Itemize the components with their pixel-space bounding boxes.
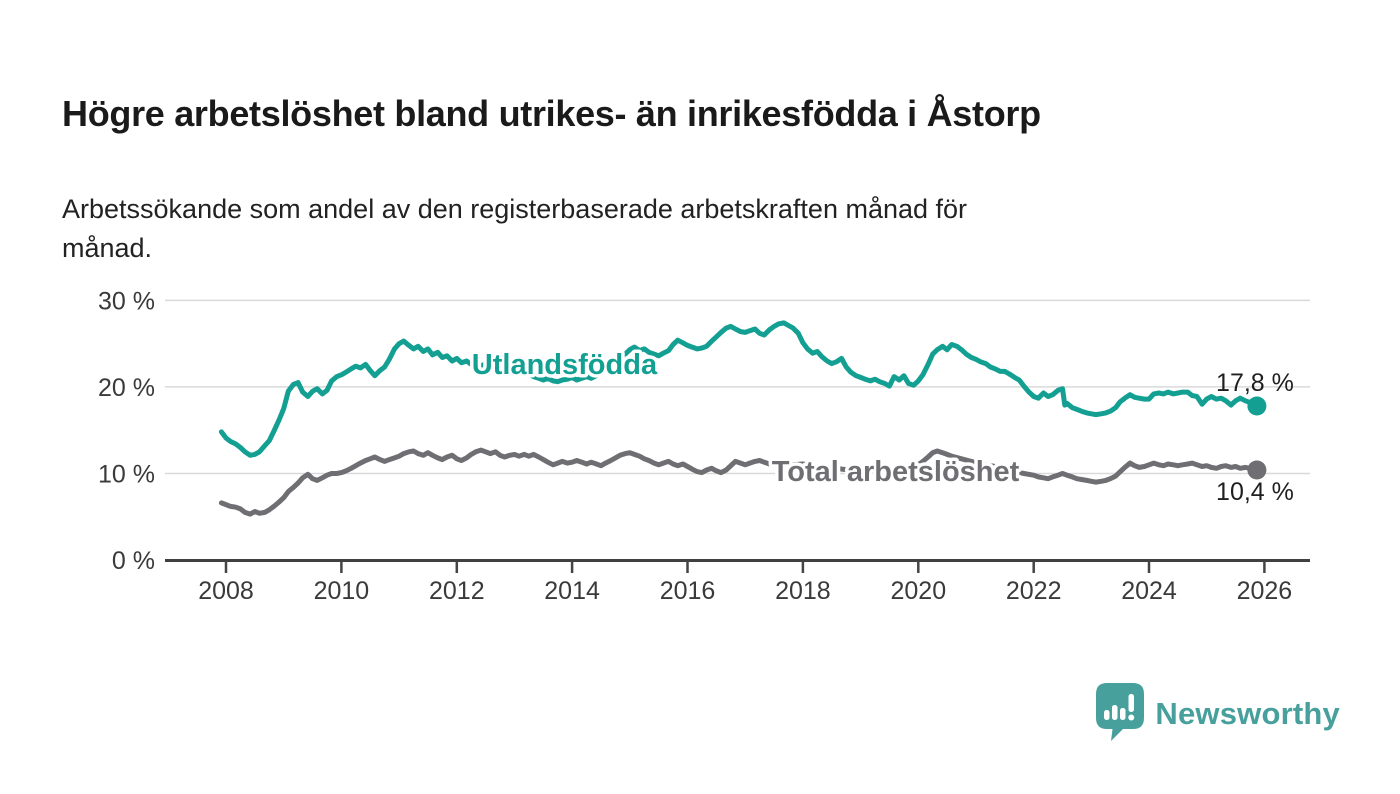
x-axis-label-2012: 2012 — [429, 577, 485, 605]
newsworthy-speech-bubble-bar-chart-icon — [1096, 682, 1145, 746]
y-axis-label-30: 30 % — [98, 287, 155, 315]
x-axis-label-2008: 2008 — [198, 577, 254, 605]
y-axis-label-0: 0 % — [112, 547, 155, 575]
x-axis-label-2020: 2020 — [890, 577, 946, 605]
series-end-dot-utlandsfodda — [1247, 396, 1267, 416]
end-value-label-total-arbetsloshet: 10,4 % — [1216, 478, 1294, 506]
page-title: Högre arbetslöshet bland utrikes- än inr… — [62, 93, 1041, 135]
series-line-total-arbetsloshet — [218, 447, 1260, 517]
page-subtitle: Arbetssökande som andel av den registerb… — [62, 194, 968, 263]
y-axis-label-20: 20 % — [98, 374, 155, 402]
x-axis-label-2026: 2026 — [1237, 577, 1293, 605]
brand-name: Newsworthy — [1155, 696, 1340, 731]
x-axis-label-2016: 2016 — [660, 577, 716, 605]
x-axis-label-2024: 2024 — [1121, 577, 1177, 605]
x-axis-label-2022: 2022 — [1006, 577, 1062, 605]
series-label-total-arbetsloshet: Total arbetslöshet — [772, 456, 1020, 488]
x-axis-label-2018: 2018 — [775, 577, 831, 605]
newsworthy-logo: Newsworthy — [1096, 682, 1340, 746]
series-line-utlandsfodda — [218, 320, 1260, 458]
x-axis-label-2014: 2014 — [544, 577, 600, 605]
end-value-label-utlandsfodda: 17,8 % — [1216, 369, 1294, 397]
series-label-utlandsfodda: Utlandsfödda — [472, 349, 658, 381]
y-axis-label-10: 10 % — [98, 461, 155, 489]
x-axis-label-2010: 2010 — [314, 577, 370, 605]
series-end-dot-total-arbetsloshet — [1247, 460, 1267, 480]
